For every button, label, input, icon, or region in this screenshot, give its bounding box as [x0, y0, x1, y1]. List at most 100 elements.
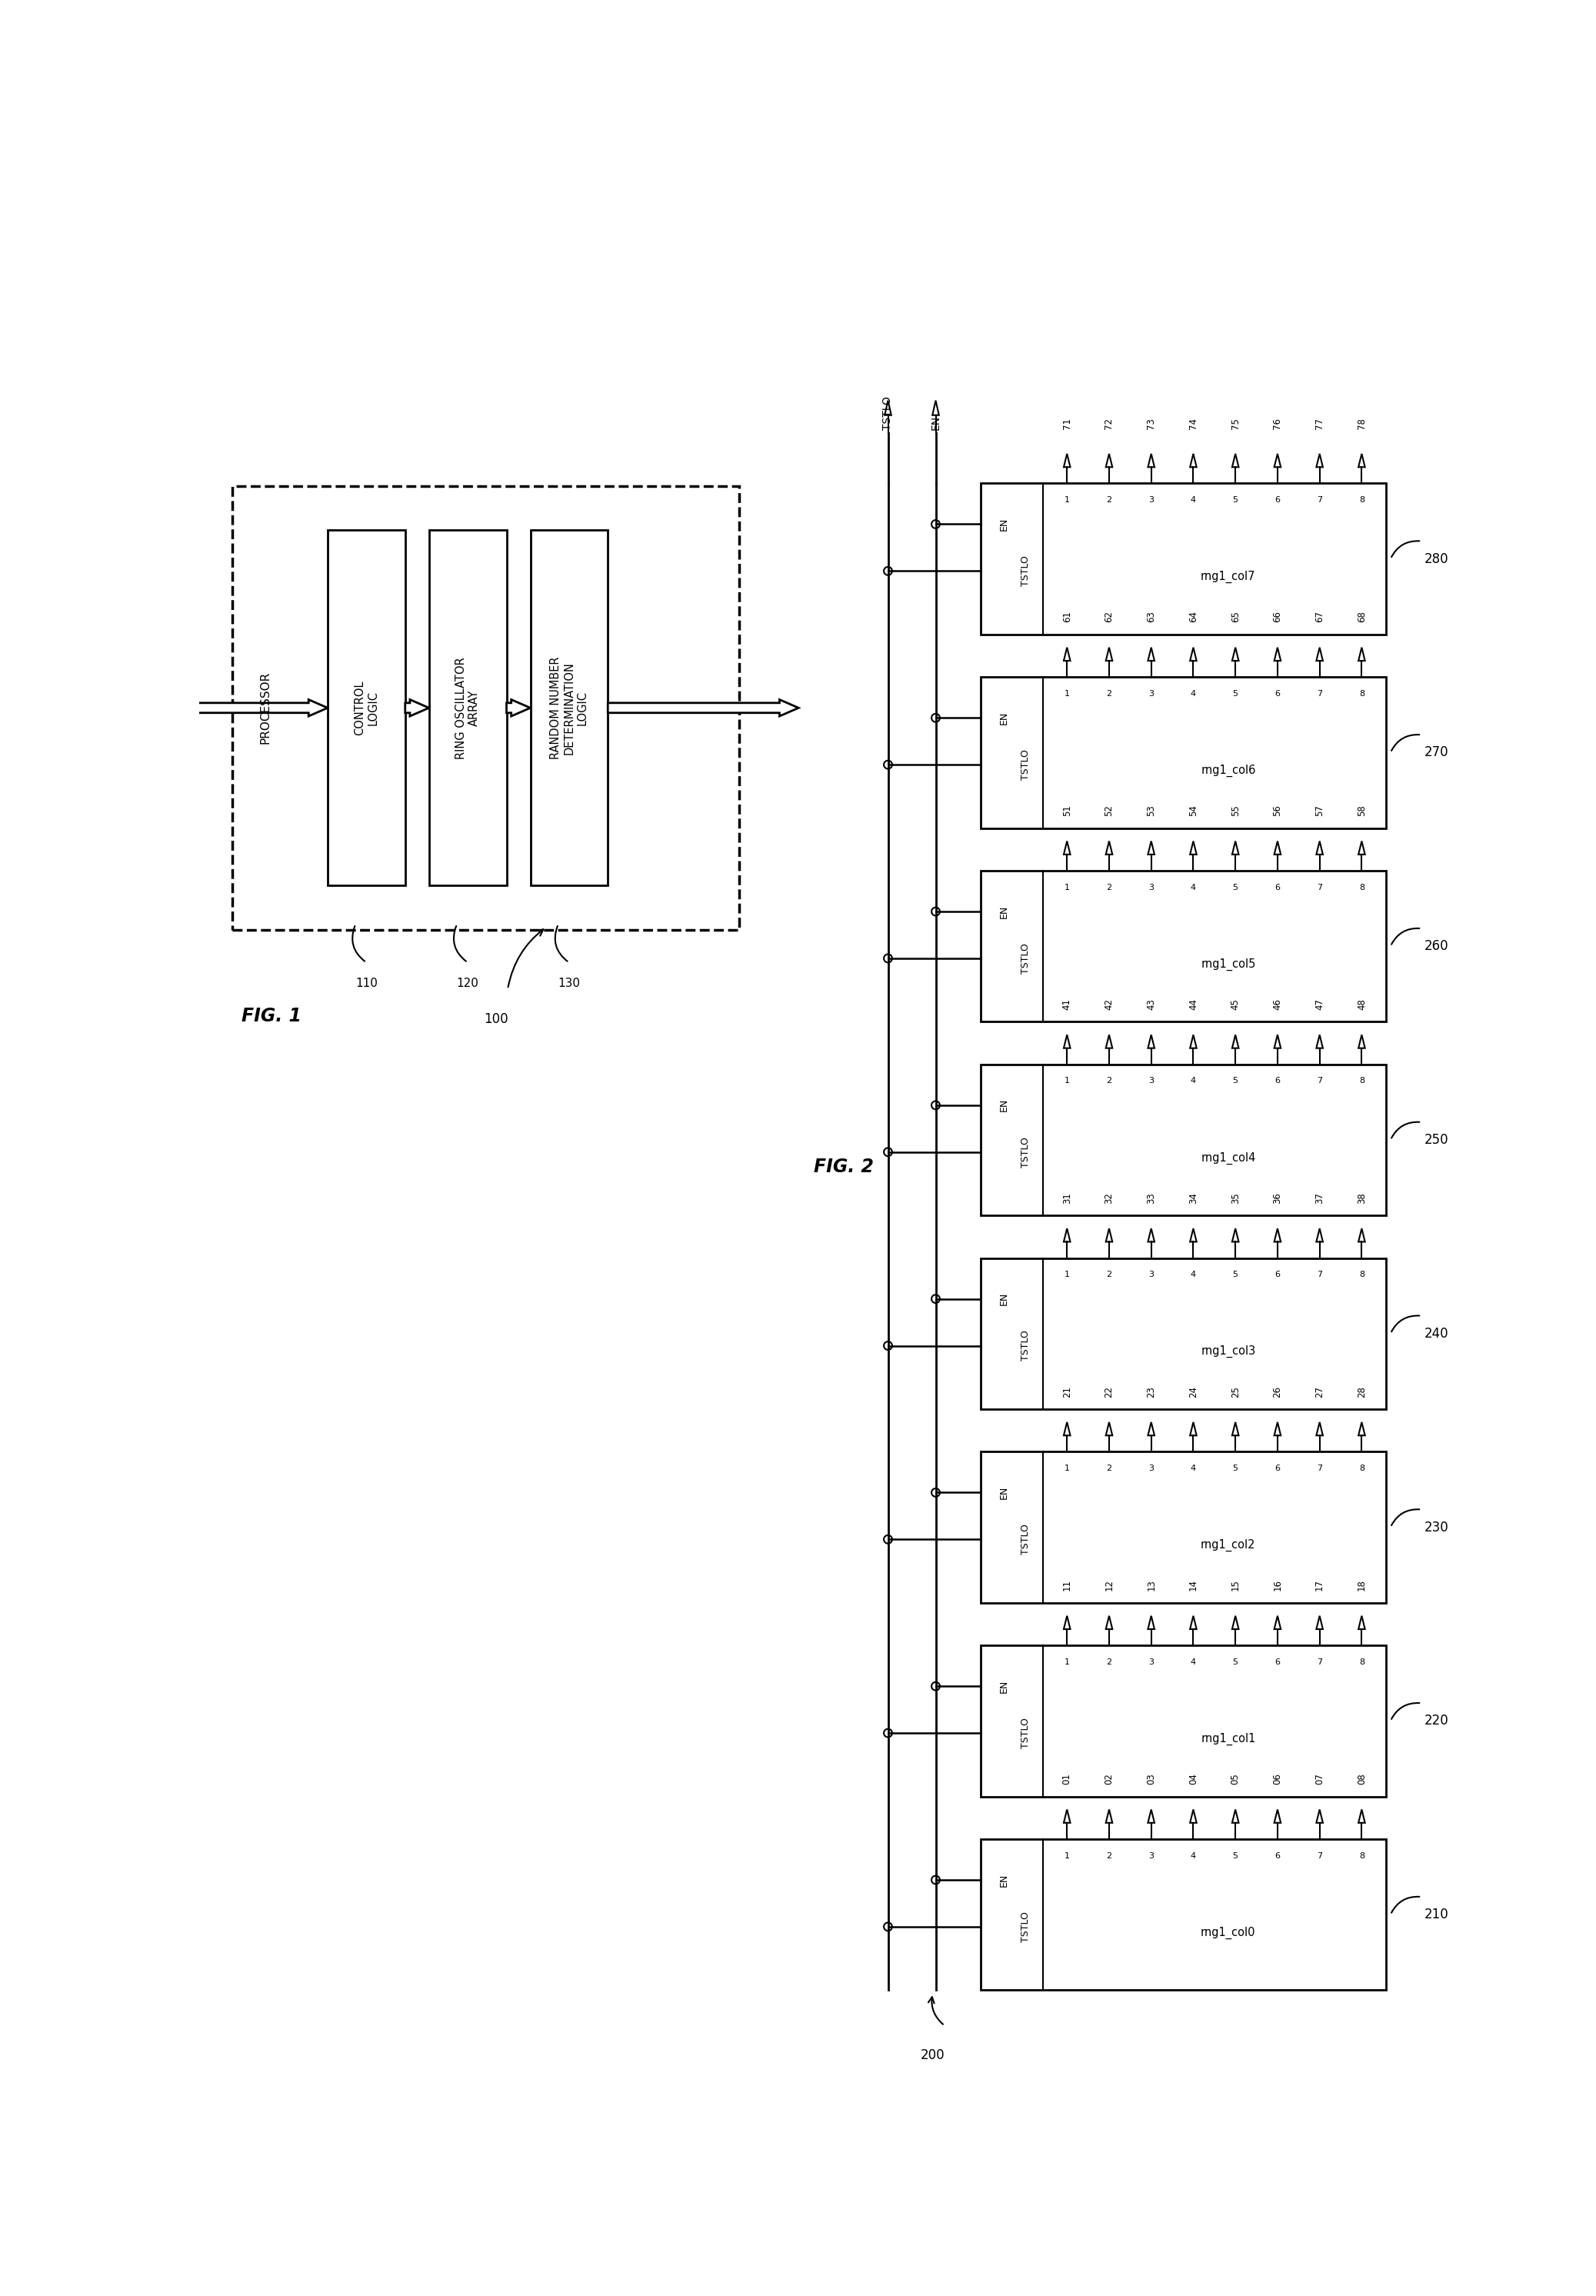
Text: EN: EN — [999, 1681, 1009, 1692]
Text: 27: 27 — [1315, 1387, 1325, 1398]
Text: 2: 2 — [1106, 1465, 1112, 1472]
Text: 7: 7 — [1317, 496, 1323, 503]
Polygon shape — [1358, 1421, 1365, 1435]
Text: 6: 6 — [1275, 1465, 1280, 1472]
Bar — [980, 1451, 1385, 1603]
Bar — [980, 1065, 1385, 1215]
Text: 35: 35 — [1231, 1192, 1240, 1203]
Polygon shape — [1191, 840, 1197, 854]
Polygon shape — [1274, 1421, 1280, 1435]
Text: 14: 14 — [1189, 1580, 1199, 1591]
Text: EN: EN — [930, 416, 942, 429]
Text: 2: 2 — [1106, 496, 1112, 503]
Text: 5: 5 — [1232, 1465, 1238, 1472]
Text: 2: 2 — [1106, 1270, 1112, 1279]
Text: 41: 41 — [1061, 999, 1073, 1010]
Polygon shape — [1317, 1809, 1323, 1823]
Text: 03: 03 — [1146, 1773, 1156, 1784]
Text: 01: 01 — [1061, 1773, 1073, 1784]
Text: 37: 37 — [1315, 1192, 1325, 1203]
Polygon shape — [1358, 647, 1365, 661]
Polygon shape — [1063, 840, 1071, 854]
Text: 51: 51 — [1061, 806, 1073, 817]
Text: 4: 4 — [1191, 1853, 1195, 1860]
Text: 3: 3 — [1149, 1658, 1154, 1667]
Text: 12: 12 — [1104, 1580, 1114, 1591]
Bar — [327, 530, 405, 886]
Bar — [980, 1839, 1385, 1991]
Polygon shape — [1191, 1228, 1197, 1242]
Text: 52: 52 — [1104, 806, 1114, 817]
FancyArrow shape — [506, 700, 530, 716]
Text: 68: 68 — [1357, 611, 1366, 622]
Text: 4: 4 — [1191, 1465, 1195, 1472]
Bar — [530, 530, 608, 886]
Polygon shape — [1358, 1035, 1365, 1049]
Text: RING OSCILLATOR
ARRAY: RING OSCILLATOR ARRAY — [455, 657, 480, 760]
Text: EN: EN — [999, 905, 1009, 918]
Text: 6: 6 — [1275, 884, 1280, 891]
Text: EN: EN — [999, 1097, 1009, 1111]
Polygon shape — [1317, 1616, 1323, 1630]
Text: 4: 4 — [1191, 1270, 1195, 1279]
Polygon shape — [1148, 647, 1154, 661]
Text: 3: 3 — [1149, 884, 1154, 891]
Text: 230: 230 — [1425, 1520, 1449, 1534]
Polygon shape — [1063, 1421, 1071, 1435]
Text: 7: 7 — [1317, 1658, 1323, 1667]
Text: 8: 8 — [1358, 1658, 1365, 1667]
Polygon shape — [1358, 840, 1365, 854]
Text: 3: 3 — [1149, 1270, 1154, 1279]
Polygon shape — [1063, 1616, 1071, 1630]
Polygon shape — [1106, 1035, 1112, 1049]
Text: 3: 3 — [1149, 496, 1154, 503]
Polygon shape — [1063, 1809, 1071, 1823]
Text: 1: 1 — [1065, 1853, 1069, 1860]
Polygon shape — [1274, 1809, 1280, 1823]
Text: 78: 78 — [1357, 418, 1366, 429]
Text: 45: 45 — [1231, 999, 1240, 1010]
Bar — [429, 530, 506, 886]
Polygon shape — [1358, 1228, 1365, 1242]
Text: 120: 120 — [456, 978, 479, 990]
Text: EN: EN — [999, 712, 1009, 726]
Text: EN: EN — [999, 517, 1009, 530]
Text: 71: 71 — [1061, 418, 1073, 429]
Text: rng1_col5: rng1_col5 — [1200, 957, 1256, 971]
Text: 22: 22 — [1104, 1387, 1114, 1398]
Text: 48: 48 — [1357, 999, 1366, 1010]
Polygon shape — [1317, 1035, 1323, 1049]
Text: 4: 4 — [1191, 884, 1195, 891]
Text: 31: 31 — [1061, 1192, 1073, 1203]
Polygon shape — [1232, 647, 1238, 661]
Polygon shape — [1106, 1421, 1112, 1435]
Polygon shape — [1358, 1616, 1365, 1630]
Text: 5: 5 — [1232, 496, 1238, 503]
Polygon shape — [1317, 840, 1323, 854]
Polygon shape — [1148, 840, 1154, 854]
Text: 260: 260 — [1425, 939, 1449, 953]
Text: 280: 280 — [1425, 551, 1449, 565]
Text: 11: 11 — [1061, 1580, 1073, 1591]
Text: 200: 200 — [921, 2048, 945, 2062]
Text: 7: 7 — [1317, 689, 1323, 698]
Text: TSTLO: TSTLO — [1020, 1910, 1031, 1942]
Text: EN: EN — [999, 1486, 1009, 1499]
Text: 5: 5 — [1232, 884, 1238, 891]
Polygon shape — [1148, 1421, 1154, 1435]
Text: TSTLO: TSTLO — [1020, 1525, 1031, 1554]
Text: 8: 8 — [1358, 496, 1365, 503]
Text: 1: 1 — [1065, 496, 1069, 503]
Text: 1: 1 — [1065, 1658, 1069, 1667]
Polygon shape — [1148, 1809, 1154, 1823]
Text: 65: 65 — [1231, 611, 1240, 622]
Text: 67: 67 — [1315, 611, 1325, 622]
Text: TSTLO: TSTLO — [1020, 944, 1031, 974]
Polygon shape — [1191, 1809, 1197, 1823]
Text: 6: 6 — [1275, 1853, 1280, 1860]
Text: 42: 42 — [1104, 999, 1114, 1010]
Text: EN: EN — [999, 1293, 1009, 1306]
Text: 4: 4 — [1191, 1658, 1195, 1667]
Text: 05: 05 — [1231, 1773, 1240, 1784]
Text: 8: 8 — [1358, 689, 1365, 698]
